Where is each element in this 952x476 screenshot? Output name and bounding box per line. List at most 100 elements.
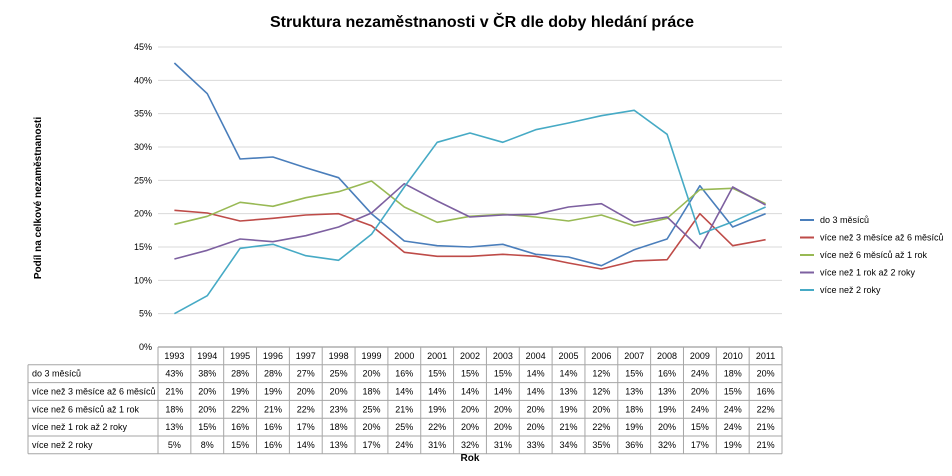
- data-label: 19%: [264, 387, 282, 397]
- data-label: 19%: [231, 387, 249, 397]
- table-row-label: více než 2 roky: [32, 440, 93, 450]
- data-label: 28%: [264, 369, 282, 379]
- series-line: [173, 62, 766, 267]
- data-label: 14%: [527, 369, 545, 379]
- data-label: 20%: [527, 404, 545, 414]
- data-label: 22%: [757, 404, 775, 414]
- data-label: 25%: [395, 422, 413, 432]
- data-label: 20%: [658, 422, 676, 432]
- data-label: 13%: [560, 387, 578, 397]
- data-label: 21%: [757, 422, 775, 432]
- data-label: 19%: [428, 404, 446, 414]
- data-label: 24%: [724, 404, 742, 414]
- data-label: 15%: [428, 369, 446, 379]
- series-line: [174, 209, 766, 270]
- data-label: 18%: [362, 387, 380, 397]
- data-label: 36%: [625, 440, 643, 450]
- data-label: 27%: [297, 369, 315, 379]
- series-lines: [173, 62, 766, 315]
- data-label: 15%: [231, 440, 249, 450]
- data-label: 17%: [362, 440, 380, 450]
- data-label: 20%: [527, 422, 545, 432]
- data-label: 16%: [231, 422, 249, 432]
- gridlines: [158, 46, 782, 348]
- data-label: 25%: [362, 404, 380, 414]
- data-label: 20%: [461, 422, 479, 432]
- data-label: 24%: [724, 422, 742, 432]
- x-tick-label: 1996: [263, 351, 283, 361]
- data-label: 20%: [198, 387, 216, 397]
- data-label: 21%: [757, 440, 775, 450]
- x-tick-label: 2005: [559, 351, 579, 361]
- data-label: 20%: [691, 387, 709, 397]
- data-label: 16%: [658, 369, 676, 379]
- data-label: 15%: [625, 369, 643, 379]
- data-label: 14%: [560, 369, 578, 379]
- data-label: 24%: [691, 404, 709, 414]
- data-label: 32%: [658, 440, 676, 450]
- y-tick-label: 45%: [134, 42, 152, 52]
- legend-item: více než 6 měsíců až 1 rok: [800, 250, 928, 260]
- legend-item: více než 2 roky: [800, 285, 881, 295]
- data-label: 15%: [724, 387, 742, 397]
- data-label: 32%: [461, 440, 479, 450]
- legend-label: do 3 měsíců: [820, 215, 869, 225]
- x-tick-label: 1999: [361, 351, 381, 361]
- x-tick-label: 2007: [624, 351, 644, 361]
- x-tick-label: 1994: [197, 351, 217, 361]
- x-tick-label: 2001: [427, 351, 447, 361]
- data-label: 19%: [625, 422, 643, 432]
- table-row-label: do 3 měsíců: [32, 369, 81, 379]
- data-label: 14%: [527, 387, 545, 397]
- x-tick-label: 2010: [723, 351, 743, 361]
- data-label: 18%: [724, 369, 742, 379]
- data-label: 16%: [264, 440, 282, 450]
- legend-label: více než 3 měsíce až 6 měsíců: [820, 233, 944, 243]
- data-label: 15%: [198, 422, 216, 432]
- table-row-label: více než 6 měsíců až 1 rok: [32, 404, 140, 414]
- data-table: 1993 1994 1995 1996 1997 1998 1999 2000 2001 2002…: [27, 347, 783, 455]
- data-label: 18%: [165, 404, 183, 414]
- legend-item: do 3 měsíců: [800, 215, 869, 225]
- data-label: 5%: [168, 440, 181, 450]
- data-label: 15%: [461, 369, 479, 379]
- x-tick-label: 2009: [690, 351, 710, 361]
- data-label: 13%: [165, 422, 183, 432]
- y-tick-label: 25%: [134, 175, 152, 185]
- data-label: 18%: [625, 404, 643, 414]
- data-label: 34%: [560, 440, 578, 450]
- data-label: 25%: [330, 369, 348, 379]
- data-label: 16%: [395, 369, 413, 379]
- x-tick-label: 2000: [394, 351, 414, 361]
- legend-label: více než 6 měsíců až 1 rok: [820, 250, 928, 260]
- x-tick-label: 2004: [526, 351, 546, 361]
- data-label: 24%: [691, 369, 709, 379]
- data-label: 17%: [691, 440, 709, 450]
- data-label: 20%: [757, 369, 775, 379]
- y-axis-label: Podíl na celkové nezaměstnanosti: [33, 117, 44, 279]
- y-tick-label: 20%: [134, 209, 152, 219]
- x-tick-label: 2008: [657, 351, 677, 361]
- data-label: 12%: [592, 369, 610, 379]
- data-label: 21%: [560, 422, 578, 432]
- data-label: 13%: [330, 440, 348, 450]
- data-label: 35%: [592, 440, 610, 450]
- x-axis-label: Rok: [461, 453, 480, 464]
- data-label: 18%: [330, 422, 348, 432]
- data-label: 38%: [198, 369, 216, 379]
- table-row-label: více než 1 rok až 2 roky: [32, 422, 128, 432]
- data-label: 14%: [297, 440, 315, 450]
- y-tick-label: 30%: [134, 142, 152, 152]
- data-label: 14%: [395, 387, 413, 397]
- data-label: 28%: [231, 369, 249, 379]
- data-label: 21%: [395, 404, 413, 414]
- y-tick-label: 15%: [134, 242, 152, 252]
- data-label: 21%: [264, 404, 282, 414]
- data-label: 14%: [494, 387, 512, 397]
- data-label: 19%: [560, 404, 578, 414]
- x-tick-label: 2006: [591, 351, 611, 361]
- data-label: 19%: [658, 404, 676, 414]
- data-label: 20%: [330, 387, 348, 397]
- data-label: 43%: [165, 369, 183, 379]
